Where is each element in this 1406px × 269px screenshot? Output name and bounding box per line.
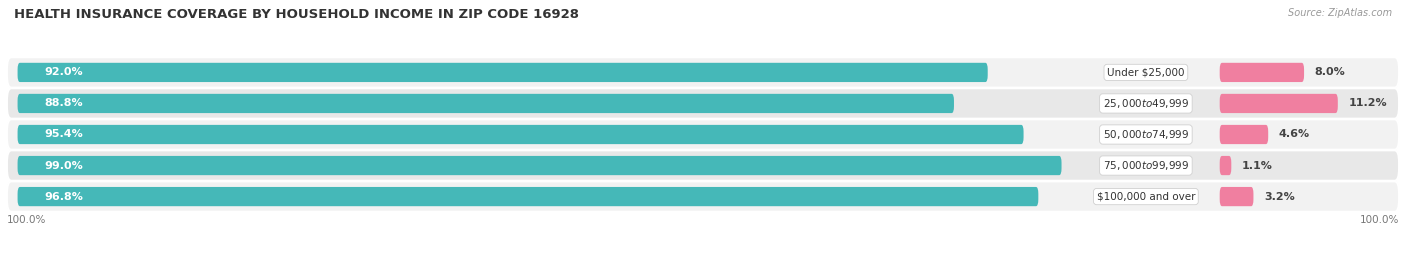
FancyBboxPatch shape (1219, 63, 1305, 82)
FancyBboxPatch shape (7, 119, 1399, 150)
FancyBboxPatch shape (7, 57, 1399, 88)
Text: 4.6%: 4.6% (1279, 129, 1310, 140)
FancyBboxPatch shape (17, 187, 1038, 206)
FancyBboxPatch shape (7, 88, 1399, 119)
FancyBboxPatch shape (17, 156, 1062, 175)
Text: 8.0%: 8.0% (1315, 68, 1346, 77)
Text: 100.0%: 100.0% (1360, 215, 1399, 225)
Text: Under $25,000: Under $25,000 (1107, 68, 1185, 77)
FancyBboxPatch shape (17, 94, 953, 113)
Text: HEALTH INSURANCE COVERAGE BY HOUSEHOLD INCOME IN ZIP CODE 16928: HEALTH INSURANCE COVERAGE BY HOUSEHOLD I… (14, 8, 579, 21)
FancyBboxPatch shape (1219, 156, 1232, 175)
FancyBboxPatch shape (7, 150, 1399, 181)
Text: Source: ZipAtlas.com: Source: ZipAtlas.com (1288, 8, 1392, 18)
Text: 1.1%: 1.1% (1241, 161, 1272, 171)
Text: $50,000 to $74,999: $50,000 to $74,999 (1102, 128, 1189, 141)
Text: 3.2%: 3.2% (1264, 192, 1295, 201)
Text: 92.0%: 92.0% (44, 68, 83, 77)
Text: 11.2%: 11.2% (1348, 98, 1386, 108)
Text: $75,000 to $99,999: $75,000 to $99,999 (1102, 159, 1189, 172)
Text: 95.4%: 95.4% (44, 129, 83, 140)
Text: 88.8%: 88.8% (44, 98, 83, 108)
FancyBboxPatch shape (17, 125, 1024, 144)
FancyBboxPatch shape (1219, 125, 1268, 144)
FancyBboxPatch shape (1219, 94, 1339, 113)
FancyBboxPatch shape (1219, 187, 1254, 206)
Text: $100,000 and over: $100,000 and over (1097, 192, 1195, 201)
Text: 99.0%: 99.0% (44, 161, 83, 171)
Text: 96.8%: 96.8% (44, 192, 83, 201)
Text: 100.0%: 100.0% (7, 215, 46, 225)
FancyBboxPatch shape (7, 181, 1399, 212)
Text: $25,000 to $49,999: $25,000 to $49,999 (1102, 97, 1189, 110)
FancyBboxPatch shape (17, 63, 987, 82)
